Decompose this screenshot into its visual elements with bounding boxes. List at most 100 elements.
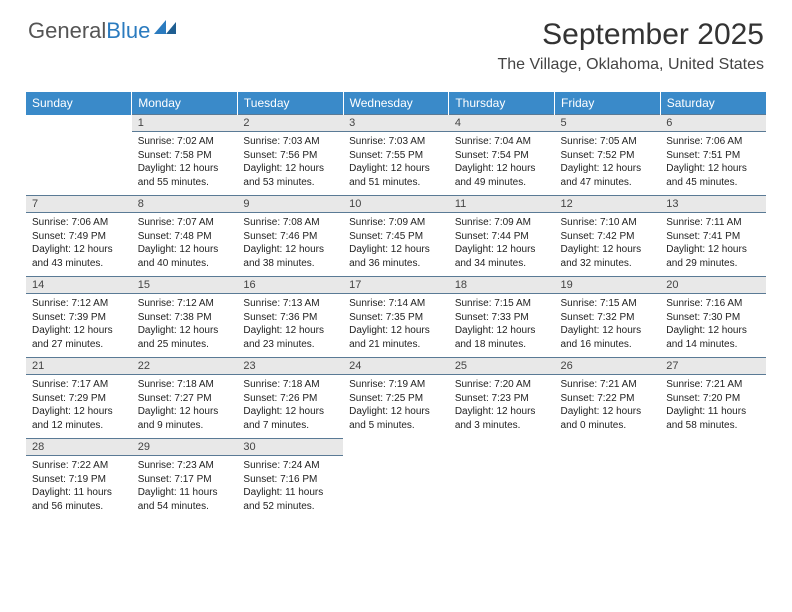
day-content-cell: Sunrise: 7:15 AMSunset: 7:32 PMDaylight:… <box>555 294 661 358</box>
sunset-line: Sunset: 7:45 PM <box>349 230 443 244</box>
day-number-cell: 7 <box>26 196 132 213</box>
day-content-cell: Sunrise: 7:03 AMSunset: 7:56 PMDaylight:… <box>237 132 343 196</box>
day-number-cell: 6 <box>660 115 766 132</box>
day-number-cell <box>26 115 132 132</box>
sunrise-line: Sunrise: 7:03 AM <box>243 135 337 149</box>
day-number-cell: 16 <box>237 277 343 294</box>
sunset-line: Sunset: 7:36 PM <box>243 311 337 325</box>
sunrise-line: Sunrise: 7:08 AM <box>243 216 337 230</box>
day-content-row: Sunrise: 7:02 AMSunset: 7:58 PMDaylight:… <box>26 132 766 196</box>
day-number-cell: 25 <box>449 358 555 375</box>
sunrise-line: Sunrise: 7:15 AM <box>455 297 549 311</box>
day-content-cell <box>660 456 766 520</box>
sunrise-line: Sunrise: 7:21 AM <box>666 378 760 392</box>
day-number-cell: 2 <box>237 115 343 132</box>
daylight-line: Daylight: 12 hours and 45 minutes. <box>666 162 760 189</box>
logo-icon <box>154 18 180 44</box>
sunrise-line: Sunrise: 7:16 AM <box>666 297 760 311</box>
day-content-cell: Sunrise: 7:08 AMSunset: 7:46 PMDaylight:… <box>237 213 343 277</box>
daylight-line: Daylight: 11 hours and 54 minutes. <box>138 486 232 513</box>
day-content-cell: Sunrise: 7:02 AMSunset: 7:58 PMDaylight:… <box>132 132 238 196</box>
day-content-cell: Sunrise: 7:15 AMSunset: 7:33 PMDaylight:… <box>449 294 555 358</box>
day-content-cell: Sunrise: 7:13 AMSunset: 7:36 PMDaylight:… <box>237 294 343 358</box>
day-content-row: Sunrise: 7:06 AMSunset: 7:49 PMDaylight:… <box>26 213 766 277</box>
sunset-line: Sunset: 7:39 PM <box>32 311 126 325</box>
day-number-cell: 12 <box>555 196 661 213</box>
day-number-cell: 21 <box>26 358 132 375</box>
day-number-row: 78910111213 <box>26 196 766 213</box>
day-number-cell: 28 <box>26 439 132 456</box>
sunrise-line: Sunrise: 7:09 AM <box>349 216 443 230</box>
daylight-line: Daylight: 12 hours and 55 minutes. <box>138 162 232 189</box>
day-number-cell: 26 <box>555 358 661 375</box>
day-content-cell <box>555 456 661 520</box>
day-number-cell: 24 <box>343 358 449 375</box>
day-content-cell: Sunrise: 7:21 AMSunset: 7:22 PMDaylight:… <box>555 375 661 439</box>
daylight-line: Daylight: 12 hours and 36 minutes. <box>349 243 443 270</box>
sunset-line: Sunset: 7:33 PM <box>455 311 549 325</box>
sunrise-line: Sunrise: 7:23 AM <box>138 459 232 473</box>
daylight-line: Daylight: 11 hours and 52 minutes. <box>243 486 337 513</box>
month-title: September 2025 <box>497 18 764 52</box>
location: The Village, Oklahoma, United States <box>497 56 764 74</box>
day-number-cell <box>660 439 766 456</box>
sunset-line: Sunset: 7:54 PM <box>455 149 549 163</box>
daylight-line: Daylight: 12 hours and 43 minutes. <box>32 243 126 270</box>
daylight-line: Daylight: 12 hours and 16 minutes. <box>561 324 655 351</box>
day-number-cell: 18 <box>449 277 555 294</box>
day-number-cell: 23 <box>237 358 343 375</box>
day-content-cell: Sunrise: 7:20 AMSunset: 7:23 PMDaylight:… <box>449 375 555 439</box>
daylight-line: Daylight: 12 hours and 27 minutes. <box>32 324 126 351</box>
day-number-cell <box>555 439 661 456</box>
sunrise-line: Sunrise: 7:12 AM <box>32 297 126 311</box>
day-number-cell: 4 <box>449 115 555 132</box>
daylight-line: Daylight: 12 hours and 49 minutes. <box>455 162 549 189</box>
day-content-cell: Sunrise: 7:09 AMSunset: 7:45 PMDaylight:… <box>343 213 449 277</box>
day-content-cell: Sunrise: 7:18 AMSunset: 7:26 PMDaylight:… <box>237 375 343 439</box>
sunset-line: Sunset: 7:52 PM <box>561 149 655 163</box>
sunset-line: Sunset: 7:20 PM <box>666 392 760 406</box>
sunset-line: Sunset: 7:41 PM <box>666 230 760 244</box>
daylight-line: Daylight: 12 hours and 38 minutes. <box>243 243 337 270</box>
day-content-cell: Sunrise: 7:06 AMSunset: 7:49 PMDaylight:… <box>26 213 132 277</box>
sunrise-line: Sunrise: 7:04 AM <box>455 135 549 149</box>
sunset-line: Sunset: 7:51 PM <box>666 149 760 163</box>
sunrise-line: Sunrise: 7:17 AM <box>32 378 126 392</box>
weekday-header: Friday <box>555 92 661 115</box>
sunset-line: Sunset: 7:23 PM <box>455 392 549 406</box>
day-number-cell: 14 <box>26 277 132 294</box>
sunrise-line: Sunrise: 7:10 AM <box>561 216 655 230</box>
day-content-cell: Sunrise: 7:07 AMSunset: 7:48 PMDaylight:… <box>132 213 238 277</box>
day-number-cell: 9 <box>237 196 343 213</box>
daylight-line: Daylight: 12 hours and 7 minutes. <box>243 405 337 432</box>
weekday-header: Sunday <box>26 92 132 115</box>
day-content-cell: Sunrise: 7:24 AMSunset: 7:16 PMDaylight:… <box>237 456 343 520</box>
daylight-line: Daylight: 12 hours and 3 minutes. <box>455 405 549 432</box>
day-content-cell: Sunrise: 7:04 AMSunset: 7:54 PMDaylight:… <box>449 132 555 196</box>
day-number-cell: 22 <box>132 358 238 375</box>
daylight-line: Daylight: 11 hours and 58 minutes. <box>666 405 760 432</box>
sunset-line: Sunset: 7:32 PM <box>561 311 655 325</box>
daylight-line: Daylight: 12 hours and 47 minutes. <box>561 162 655 189</box>
day-content-cell: Sunrise: 7:05 AMSunset: 7:52 PMDaylight:… <box>555 132 661 196</box>
daylight-line: Daylight: 12 hours and 21 minutes. <box>349 324 443 351</box>
sunset-line: Sunset: 7:22 PM <box>561 392 655 406</box>
day-number-cell: 5 <box>555 115 661 132</box>
logo-text-1: General <box>28 18 106 44</box>
daylight-line: Daylight: 12 hours and 34 minutes. <box>455 243 549 270</box>
day-number-row: 14151617181920 <box>26 277 766 294</box>
sunset-line: Sunset: 7:49 PM <box>32 230 126 244</box>
logo-text-2: Blue <box>106 18 150 44</box>
day-content-cell: Sunrise: 7:16 AMSunset: 7:30 PMDaylight:… <box>660 294 766 358</box>
sunrise-line: Sunrise: 7:15 AM <box>561 297 655 311</box>
sunrise-line: Sunrise: 7:03 AM <box>349 135 443 149</box>
sunset-line: Sunset: 7:44 PM <box>455 230 549 244</box>
title-block: September 2025 The Village, Oklahoma, Un… <box>497 18 764 74</box>
logo: GeneralBlue <box>28 18 180 44</box>
day-number-cell: 3 <box>343 115 449 132</box>
daylight-line: Daylight: 12 hours and 23 minutes. <box>243 324 337 351</box>
sunrise-line: Sunrise: 7:13 AM <box>243 297 337 311</box>
day-content-cell: Sunrise: 7:14 AMSunset: 7:35 PMDaylight:… <box>343 294 449 358</box>
day-number-row: 21222324252627 <box>26 358 766 375</box>
sunrise-line: Sunrise: 7:18 AM <box>138 378 232 392</box>
